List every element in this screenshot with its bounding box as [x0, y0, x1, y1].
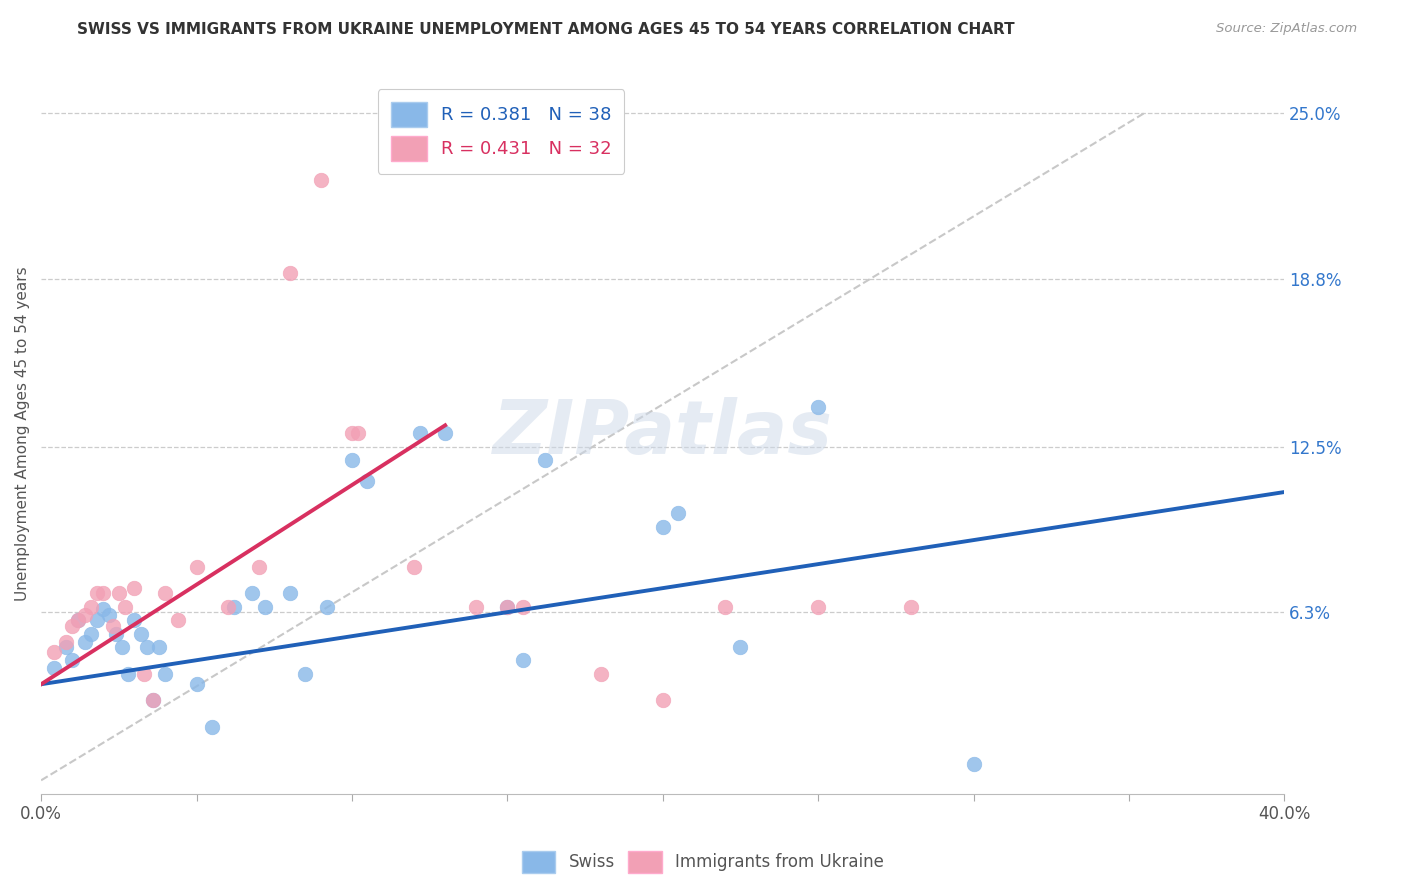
Point	[142, 693, 165, 707]
Point	[512, 653, 534, 667]
Point	[186, 559, 208, 574]
Point	[167, 613, 190, 627]
Point	[201, 720, 224, 734]
Point	[129, 626, 152, 640]
Point	[73, 634, 96, 648]
Point	[666, 507, 689, 521]
Point	[86, 586, 108, 600]
Point	[114, 599, 136, 614]
Text: Source: ZipAtlas.com: Source: ZipAtlas.com	[1216, 22, 1357, 36]
Point	[91, 602, 114, 616]
Point	[222, 599, 245, 614]
Point	[55, 640, 77, 654]
Point	[340, 426, 363, 441]
Point	[714, 599, 737, 614]
Y-axis label: Unemployment Among Ages 45 to 54 years: Unemployment Among Ages 45 to 54 years	[15, 266, 30, 600]
Point	[807, 400, 830, 414]
Point	[496, 599, 519, 614]
Point	[434, 426, 457, 441]
Point	[42, 645, 65, 659]
Point	[340, 453, 363, 467]
Legend: Swiss, Immigrants from Ukraine: Swiss, Immigrants from Ukraine	[516, 845, 890, 880]
Point	[356, 475, 378, 489]
Point	[347, 426, 370, 441]
Point	[108, 586, 131, 600]
Point	[651, 520, 673, 534]
Point	[465, 599, 488, 614]
Point	[101, 618, 124, 632]
Legend: R = 0.381   N = 38, R = 0.431   N = 32: R = 0.381 N = 38, R = 0.431 N = 32	[378, 89, 624, 174]
Point	[512, 599, 534, 614]
Point	[60, 618, 83, 632]
Point	[132, 666, 155, 681]
Point	[111, 640, 134, 654]
Point	[80, 626, 103, 640]
Point	[278, 266, 301, 280]
Point	[60, 653, 83, 667]
Text: ZIPatlas: ZIPatlas	[492, 397, 832, 470]
Point	[533, 453, 555, 467]
Point	[900, 599, 922, 614]
Point	[278, 586, 301, 600]
Point	[730, 640, 752, 654]
Point	[80, 599, 103, 614]
Text: SWISS VS IMMIGRANTS FROM UKRAINE UNEMPLOYMENT AMONG AGES 45 TO 54 YEARS CORRELAT: SWISS VS IMMIGRANTS FROM UKRAINE UNEMPLO…	[77, 22, 1015, 37]
Point	[247, 559, 270, 574]
Point	[496, 599, 519, 614]
Point	[409, 426, 432, 441]
Point	[651, 693, 673, 707]
Point	[962, 757, 984, 772]
Point	[67, 613, 90, 627]
Point	[148, 640, 170, 654]
Point	[155, 586, 177, 600]
Point	[55, 634, 77, 648]
Point	[104, 626, 127, 640]
Point	[242, 586, 264, 600]
Point	[186, 677, 208, 691]
Point	[98, 607, 121, 622]
Point	[589, 666, 612, 681]
Point	[91, 586, 114, 600]
Point	[67, 613, 90, 627]
Point	[155, 666, 177, 681]
Point	[135, 640, 157, 654]
Point	[294, 666, 316, 681]
Point	[807, 599, 830, 614]
Point	[253, 599, 276, 614]
Point	[42, 661, 65, 675]
Point	[316, 599, 339, 614]
Point	[124, 613, 146, 627]
Point	[124, 581, 146, 595]
Point	[86, 613, 108, 627]
Point	[309, 173, 332, 187]
Point	[73, 607, 96, 622]
Point	[217, 599, 239, 614]
Point	[117, 666, 139, 681]
Point	[142, 693, 165, 707]
Point	[404, 559, 426, 574]
